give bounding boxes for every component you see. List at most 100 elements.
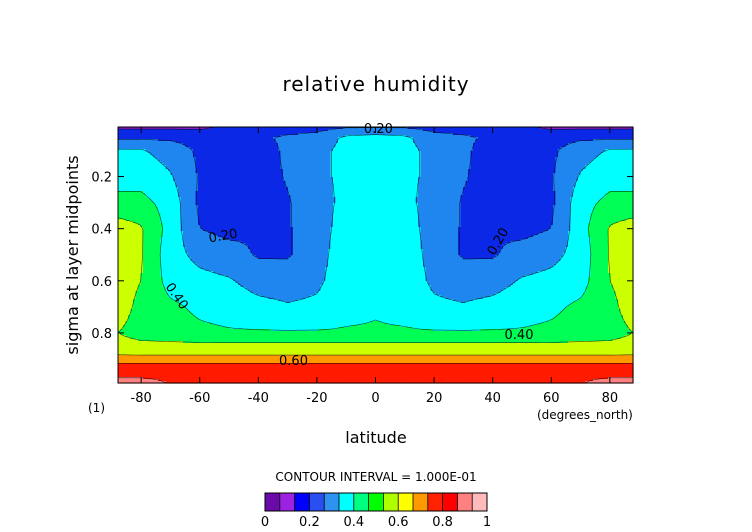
field-cell (180, 149, 184, 152)
field-cell (258, 139, 262, 142)
field-cell (443, 147, 447, 150)
field-cell (280, 143, 284, 146)
field-cell (228, 147, 232, 150)
field-cell (443, 141, 447, 144)
field-cell (560, 149, 564, 152)
field-cell (218, 137, 222, 140)
field-cell (430, 131, 434, 134)
field-cell (478, 149, 482, 152)
field-cell (558, 129, 562, 132)
field-cell (223, 131, 227, 134)
field-cell (350, 149, 354, 152)
field-cell (563, 141, 567, 144)
field-cell (485, 145, 489, 148)
field-cell (495, 141, 499, 144)
field-cell (438, 137, 442, 140)
field-cell (123, 145, 127, 148)
field-cell (460, 149, 464, 152)
field-cell (150, 139, 154, 142)
field-cell (395, 135, 399, 138)
field-cell (303, 135, 307, 138)
field-cell (628, 127, 632, 130)
field-cell (283, 143, 287, 146)
field-cell (470, 147, 474, 150)
field-cell (480, 137, 484, 140)
field-cell (263, 137, 267, 140)
field-cell (155, 131, 159, 134)
field-cell (495, 127, 499, 130)
field-cell (140, 133, 144, 136)
field-cell (335, 137, 339, 140)
field-cell (175, 143, 179, 146)
field-cell (188, 131, 192, 134)
field-cell (130, 135, 134, 138)
field-cell (153, 135, 157, 138)
field-cell (510, 133, 514, 136)
field-cell (200, 127, 204, 130)
field-cell (623, 145, 627, 148)
field-cell (143, 137, 147, 140)
field-cell (255, 145, 259, 148)
field-cell (400, 137, 404, 140)
field-cell (513, 141, 517, 144)
field-cell (403, 129, 407, 132)
field-cell (565, 141, 569, 144)
field-cell (420, 145, 424, 148)
field-cell (570, 141, 574, 144)
field-cell (318, 133, 322, 136)
field-cell (465, 133, 469, 136)
field-cell (150, 149, 154, 152)
field-cell (390, 149, 394, 152)
field-cell (235, 143, 239, 146)
field-cell (620, 127, 624, 130)
field-cell (360, 131, 364, 134)
field-cell (445, 127, 449, 130)
field-cell (448, 129, 452, 132)
field-cell (128, 141, 132, 144)
field-cell (398, 135, 402, 138)
field-cell (430, 141, 434, 144)
field-cell (413, 139, 417, 142)
field-cell (290, 143, 294, 146)
field-cell (525, 145, 529, 148)
field-cell (463, 145, 467, 148)
field-cell (523, 137, 527, 140)
field-cell (120, 149, 124, 152)
field-cell (393, 145, 397, 148)
field-cell (253, 135, 257, 138)
field-cell (320, 145, 324, 148)
field-cell (368, 129, 372, 132)
field-cell (513, 127, 517, 130)
field-cell (473, 133, 477, 136)
field-cell (218, 133, 222, 136)
field-cell (178, 151, 182, 154)
field-cell (490, 137, 494, 140)
field-cell (593, 139, 597, 142)
field-cell (440, 129, 444, 132)
field-cell (205, 131, 209, 134)
field-cell (170, 137, 174, 140)
field-cell (583, 145, 587, 148)
field-cell (580, 141, 584, 144)
field-cell (450, 133, 454, 136)
field-cell (433, 137, 437, 140)
field-cell (570, 137, 574, 140)
field-cell (235, 131, 239, 134)
field-cell (473, 131, 477, 134)
field-cell (600, 147, 604, 150)
field-cell (538, 131, 542, 134)
field-cell (153, 127, 157, 130)
field-cell (428, 143, 432, 146)
field-cell (203, 145, 207, 148)
field-cell (608, 149, 612, 152)
field-cell (468, 143, 472, 146)
field-cell (363, 147, 367, 150)
field-cell (628, 141, 632, 144)
field-cell (123, 133, 127, 136)
field-cell (253, 131, 257, 134)
field-cell (550, 145, 554, 148)
field-cell (535, 143, 539, 146)
field-cell (133, 145, 137, 148)
field-cell (535, 135, 539, 138)
field-cell (520, 139, 524, 142)
